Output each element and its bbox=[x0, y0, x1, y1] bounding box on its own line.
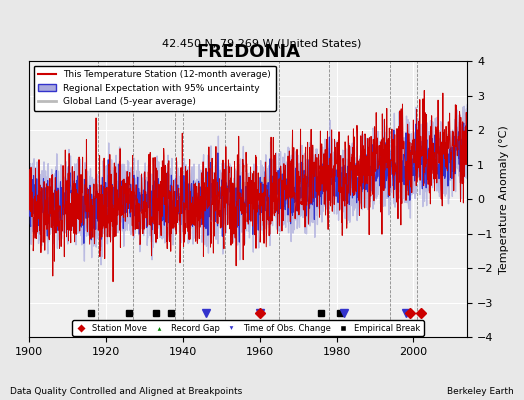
Text: 42.450 N, 79.269 W (United States): 42.450 N, 79.269 W (United States) bbox=[162, 38, 362, 48]
Legend: Station Move, Record Gap, Time of Obs. Change, Empirical Break: Station Move, Record Gap, Time of Obs. C… bbox=[72, 320, 424, 336]
Y-axis label: Temperature Anomaly (°C): Temperature Anomaly (°C) bbox=[499, 125, 509, 274]
Text: Data Quality Controlled and Aligned at Breakpoints: Data Quality Controlled and Aligned at B… bbox=[10, 387, 243, 396]
Text: Berkeley Earth: Berkeley Earth bbox=[447, 387, 514, 396]
Title: FREDONIA: FREDONIA bbox=[196, 43, 300, 61]
